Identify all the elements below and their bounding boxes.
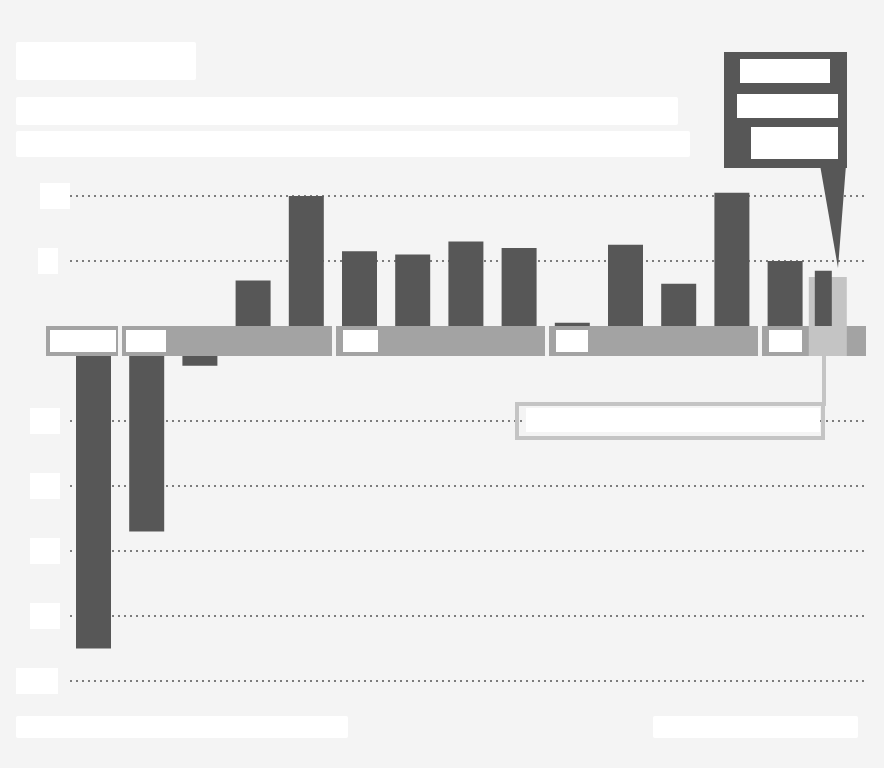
bar: [714, 192, 750, 326]
bar: [342, 251, 377, 326]
y-tick-label: [30, 603, 60, 629]
x-axis-year-label: [126, 330, 166, 352]
x-axis-year-label: [343, 330, 378, 352]
bar: [608, 244, 643, 326]
latest-callout-line: [737, 94, 838, 118]
y-tick-label: [38, 248, 58, 274]
latest-callout-pointer: [820, 165, 846, 268]
bar: [288, 196, 324, 326]
chart-subtitle-line-2: [16, 131, 690, 157]
credit-note: [653, 716, 858, 738]
latest-callout-line: [740, 59, 830, 83]
y-tick-label: [30, 538, 60, 564]
chart-subtitle-line-1: [16, 97, 678, 125]
bar: [129, 356, 165, 532]
bar: [395, 254, 431, 326]
bar: [182, 356, 218, 366]
note-box-border: [515, 402, 825, 440]
x-axis-year-label: [769, 330, 802, 352]
y-tick-label: [30, 473, 60, 499]
y-tick-label: [40, 183, 70, 209]
bar: [448, 241, 484, 326]
bar: [235, 280, 271, 326]
y-tick-label: [16, 668, 58, 694]
bar: [76, 356, 111, 649]
latest-callout-line: [751, 127, 838, 159]
x-axis-year-label: [50, 330, 116, 352]
bar: [554, 322, 590, 326]
source-note: [16, 716, 348, 738]
x-axis-year-label: [556, 330, 588, 352]
y-tick-label: [30, 408, 60, 434]
chart-title: [16, 42, 196, 80]
note-box: [526, 408, 820, 432]
bar: [767, 261, 803, 326]
bar: [814, 270, 832, 326]
bar: [661, 283, 697, 326]
bar: [501, 248, 537, 326]
